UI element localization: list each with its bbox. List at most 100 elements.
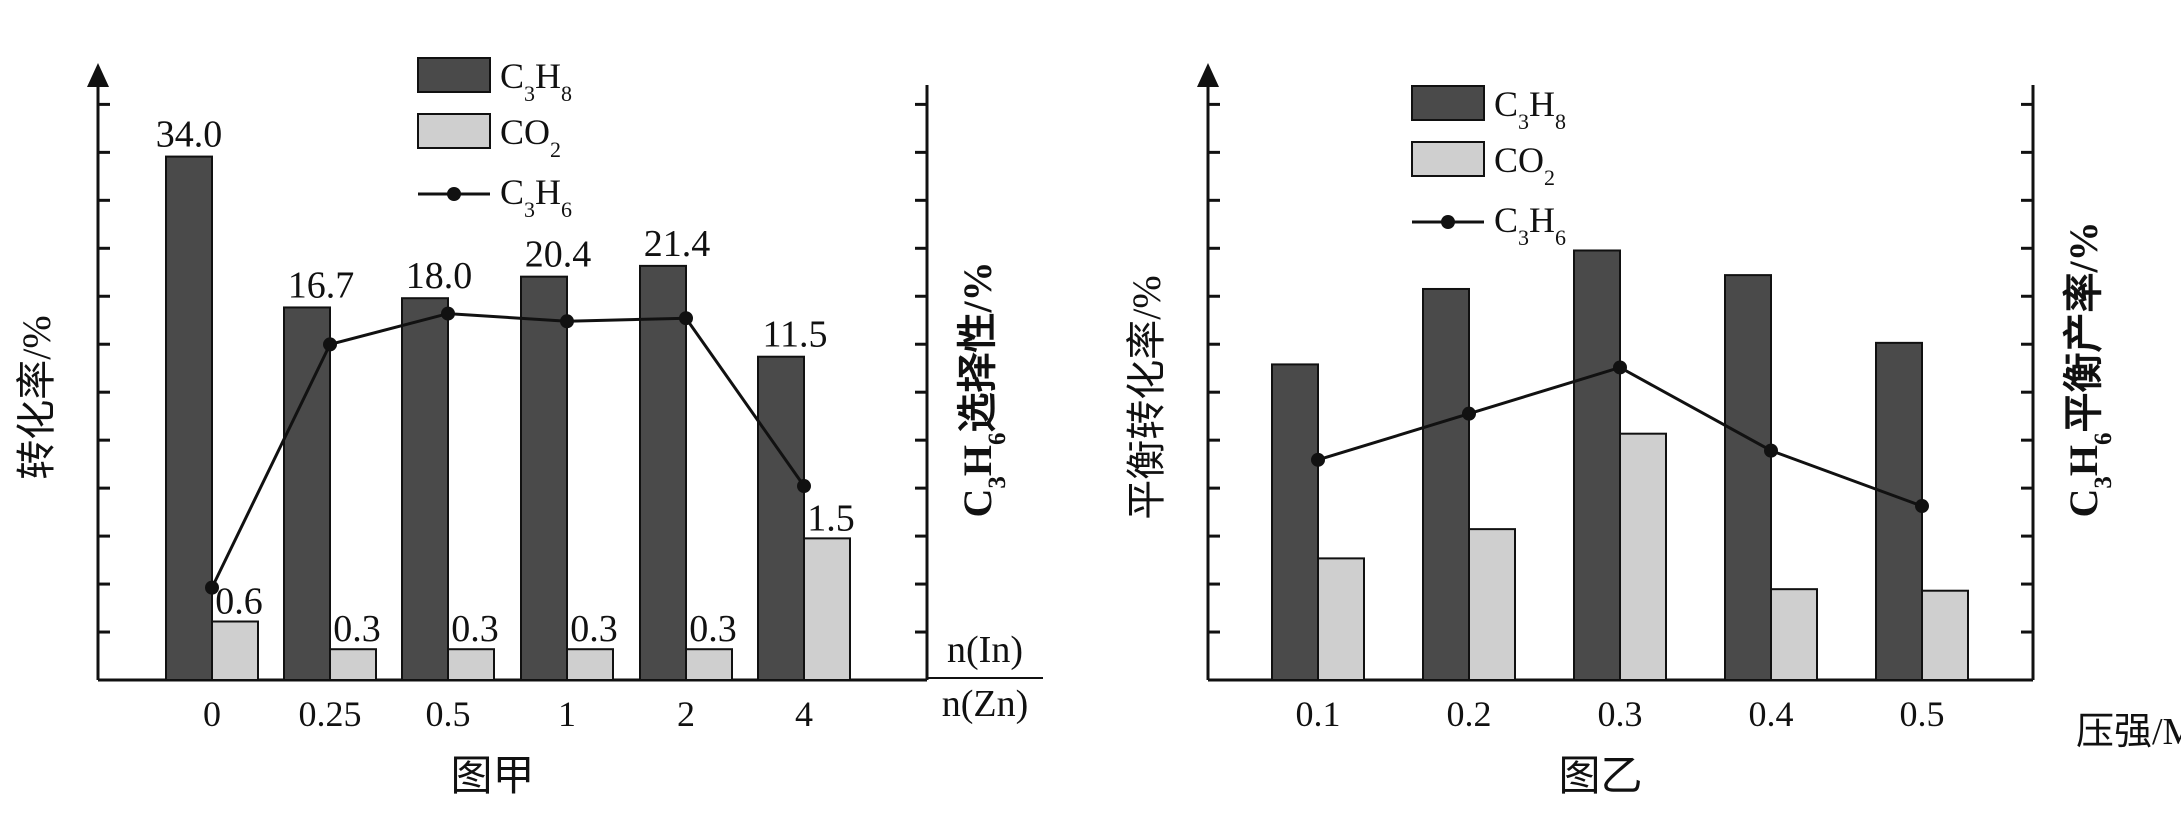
text-fragment: H bbox=[535, 172, 561, 212]
text-fragment: 3 bbox=[1518, 225, 1529, 250]
data-label-co2: 0.3 bbox=[333, 608, 381, 650]
x-tick-label: 0.2 bbox=[1447, 694, 1492, 734]
bar-c3h8 bbox=[1573, 249, 1621, 681]
y-axis-title-left: 转化率/% bbox=[14, 315, 59, 479]
text-fragment: 3 bbox=[524, 81, 535, 106]
x-tick-label: 4 bbox=[795, 694, 813, 734]
text-fragment: 6 bbox=[1555, 225, 1566, 250]
bar-c3h8 bbox=[520, 275, 568, 681]
x-axis-title-fraction: n(In) n(Zn) bbox=[927, 629, 1043, 725]
figure-caption: 图甲 bbox=[450, 754, 534, 800]
bar-c3h8 bbox=[1271, 363, 1319, 681]
text-fragment: 8 bbox=[1555, 109, 1566, 134]
point-c3h6 bbox=[323, 337, 337, 352]
text-fragment: 3 bbox=[524, 197, 535, 222]
text-fragment: H bbox=[2061, 445, 2106, 476]
bar-c3h8 bbox=[639, 264, 687, 681]
point-c3h6 bbox=[797, 479, 811, 494]
data-label-co2: 0.3 bbox=[689, 608, 737, 650]
text-fragment: 2 bbox=[1544, 165, 1555, 190]
point-c3h6 bbox=[560, 314, 574, 329]
x-tick-label: 0.4 bbox=[1749, 694, 1794, 734]
bar-co2 bbox=[211, 620, 259, 681]
data-label-co2: 0.6 bbox=[215, 581, 263, 623]
figure-caption: 图乙 bbox=[1558, 754, 1642, 800]
x-tick-label: 1 bbox=[558, 694, 576, 734]
x-tick-label: 0.1 bbox=[1296, 694, 1341, 734]
point-c3h6 bbox=[441, 306, 455, 321]
bar-co2 bbox=[329, 648, 377, 681]
data-label-c3h8: 21.4 bbox=[644, 223, 711, 265]
data-label-co2: 0.3 bbox=[570, 608, 618, 650]
bar-c3h8 bbox=[757, 355, 805, 681]
legend-label-co2: CO2 bbox=[500, 112, 561, 162]
point-c3h6 bbox=[679, 311, 693, 326]
bar-co2 bbox=[1317, 557, 1365, 682]
point-c3h6 bbox=[1613, 360, 1627, 375]
data-label-co2: 0.3 bbox=[451, 608, 499, 650]
legend-label-co2: CO2 bbox=[1494, 140, 1555, 190]
data-label-c3h8: 20.4 bbox=[525, 234, 592, 276]
bar-c3h8 bbox=[1875, 341, 1923, 681]
y-axis-title-right: C3H6选择性/% bbox=[955, 261, 1011, 517]
x-tick-label: 0.25 bbox=[299, 694, 362, 734]
bar-co2 bbox=[1468, 528, 1516, 682]
point-c3h6 bbox=[1311, 452, 1325, 467]
data-label-c3h8: 16.7 bbox=[288, 264, 355, 306]
text-fragment: H bbox=[1529, 84, 1555, 124]
point-c3h6 bbox=[1915, 499, 1929, 514]
text-fragment: H bbox=[1529, 200, 1555, 240]
legend-swatch-co2 bbox=[1411, 141, 1485, 177]
text-fragment: 2 bbox=[550, 137, 561, 162]
bar-co2 bbox=[685, 648, 733, 681]
text-fragment: 6 bbox=[561, 197, 572, 222]
x-axis-title-denominator: n(Zn) bbox=[942, 683, 1029, 725]
bar-c3h8 bbox=[283, 306, 331, 681]
bar-co2 bbox=[566, 648, 614, 681]
text-fragment: CO bbox=[1494, 140, 1544, 180]
x-tick-label: 0.3 bbox=[1598, 694, 1643, 734]
bar-c3h8 bbox=[401, 297, 449, 681]
bar-c3h8 bbox=[1724, 274, 1772, 681]
text-fragment: 8 bbox=[561, 81, 572, 106]
y-axis-title-right: C3H6平衡产率/% bbox=[2061, 221, 2117, 517]
bar-co2 bbox=[803, 537, 851, 681]
chart-panel-1: 034.00.60.2516.70.30.518.00.3120.40.3221… bbox=[14, 56, 1011, 800]
x-tick-label: 0.5 bbox=[1900, 694, 1945, 734]
legend-marker-c3h6 bbox=[447, 187, 461, 201]
x-axis-title-numerator: n(In) bbox=[947, 629, 1023, 671]
legend-swatch-c3h8 bbox=[1411, 85, 1485, 121]
legend-label-c3h8: C3H8 bbox=[1494, 84, 1566, 134]
x-tick-label: 0 bbox=[203, 694, 221, 734]
bar-co2 bbox=[1619, 432, 1667, 681]
data-label-c3h8: 34.0 bbox=[156, 114, 223, 156]
bar-c3h8 bbox=[165, 155, 213, 682]
point-c3h6 bbox=[1462, 406, 1476, 421]
text-fragment: CO bbox=[500, 112, 550, 152]
text-fragment: H bbox=[535, 56, 561, 96]
legend-label-c3h8: C3H8 bbox=[500, 56, 572, 106]
legend-label-c3h6: C3H6 bbox=[500, 172, 572, 222]
text-fragment: 平衡产率/% bbox=[2061, 221, 2106, 432]
x-tick-label: 0.5 bbox=[426, 694, 471, 734]
bar-c3h8 bbox=[1422, 287, 1470, 681]
text-fragment: 6 bbox=[2090, 432, 2117, 445]
text-fragment: C bbox=[1494, 200, 1518, 240]
text-fragment: C bbox=[500, 172, 524, 212]
text-fragment: C bbox=[2061, 489, 2106, 518]
text-fragment: 3 bbox=[984, 476, 1011, 489]
bar-co2 bbox=[447, 648, 495, 681]
legend-marker-c3h6 bbox=[1441, 215, 1455, 229]
bar-co2 bbox=[1921, 589, 1969, 681]
x-tick-label: 2 bbox=[677, 694, 695, 734]
text-fragment: C bbox=[955, 489, 1000, 518]
y-axis-title-left: 平衡转化率/% bbox=[1124, 275, 1169, 519]
series-line-c3h6 bbox=[210, 312, 806, 589]
y-axis-arrow bbox=[87, 63, 109, 87]
text-fragment: 6 bbox=[984, 432, 1011, 445]
text-fragment: C bbox=[500, 56, 524, 96]
data-label-c3h8: 11.5 bbox=[762, 314, 827, 356]
